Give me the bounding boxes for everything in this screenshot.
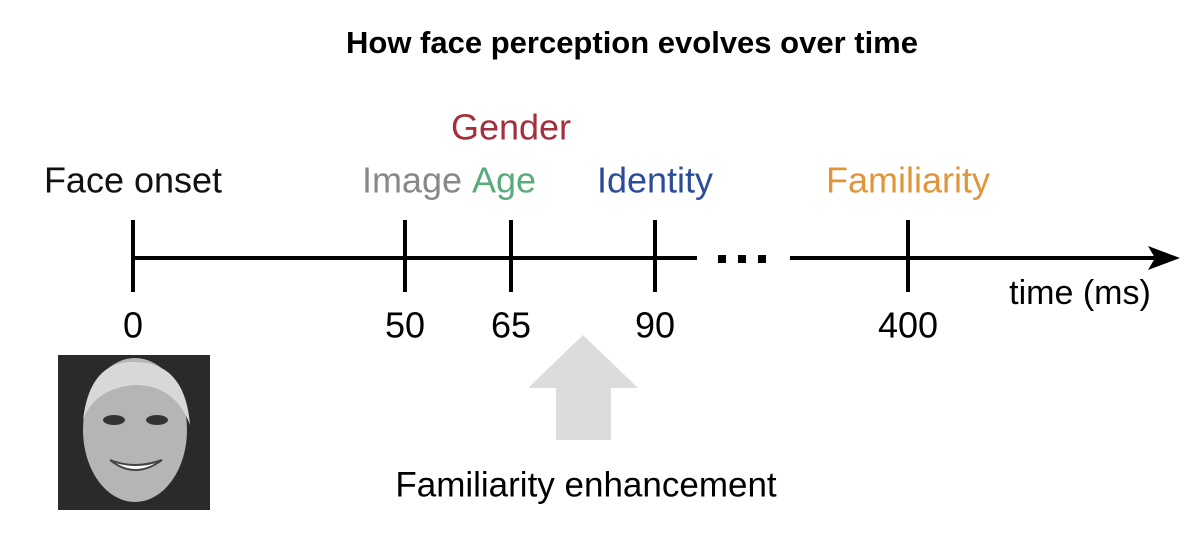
- title: How face perception evolves over time: [346, 25, 918, 60]
- event-label: Face onset: [44, 160, 222, 201]
- annotation: Familiarity enhancement: [395, 465, 777, 504]
- tick-label: 0: [123, 305, 143, 346]
- event-label: Familiarity: [826, 160, 990, 201]
- axis-arrow: [1148, 246, 1180, 270]
- event-label: Age: [472, 160, 536, 201]
- axis-label: time (ms): [1009, 274, 1151, 312]
- event-label: Identity: [597, 160, 713, 201]
- event-label: Gender: [451, 107, 571, 148]
- tick-label: 90: [635, 305, 675, 346]
- axis-break: [718, 255, 766, 263]
- face-photo: [58, 355, 210, 510]
- tick-label: 400: [878, 305, 938, 346]
- tick-label: 50: [385, 305, 425, 346]
- up-arrow: [528, 335, 638, 440]
- tick-label: 65: [491, 305, 531, 346]
- event-label: Image: [362, 160, 462, 201]
